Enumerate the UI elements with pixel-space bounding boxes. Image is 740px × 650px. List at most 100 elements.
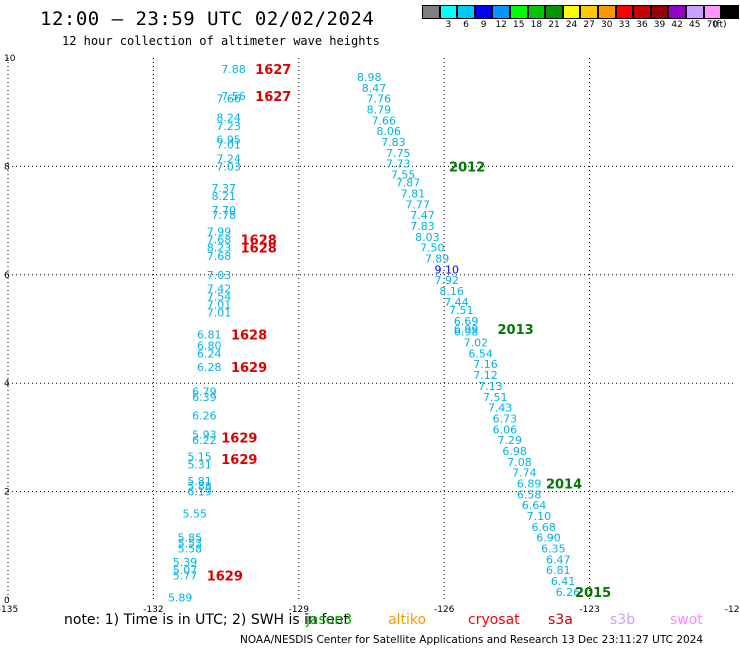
data-label: 6.80: [197, 339, 222, 352]
legend-swatch: [457, 5, 475, 19]
x-tick-label: -123: [579, 605, 599, 615]
data-label: 5.15: [187, 450, 212, 463]
data-label: 6.28: [197, 361, 222, 374]
data-label: 6.79: [192, 385, 217, 398]
data-label: 7.51: [483, 391, 508, 404]
data-label: 5.53: [178, 537, 203, 550]
legend-swatch: [527, 5, 546, 19]
data-label: 5.93: [192, 429, 217, 442]
data-label: 6.22: [192, 434, 217, 447]
data-label: 8.23: [207, 242, 232, 255]
legend-swatch: [650, 5, 669, 19]
x-tick-label: -132: [143, 605, 163, 615]
legend-label: 3: [445, 20, 452, 30]
data-label: 7.01: [207, 299, 232, 312]
data-label: 7.03: [216, 160, 241, 173]
data-label: 5.07: [173, 564, 198, 577]
legend-swatch: [633, 5, 651, 19]
time-label: 1628: [231, 328, 267, 343]
legend-label: 6: [463, 20, 469, 30]
data-label: 8.47: [362, 82, 387, 95]
data-label: 8.03: [415, 231, 440, 244]
data-label: 7.54: [207, 290, 232, 303]
y-tick-label: 2: [4, 488, 10, 498]
legend-label: 45: [688, 20, 701, 30]
legend-swatch: [492, 5, 510, 19]
data-label: 7.42: [207, 282, 232, 295]
data-label: 7.74: [512, 467, 537, 480]
mission-jason3: jason3: [306, 612, 353, 628]
footnote: note: 1) Time is in UTC; 2) SWH is in fe…: [64, 612, 350, 628]
color-legend: [422, 5, 739, 19]
data-label: 7.01: [216, 139, 241, 152]
y-tick-label: 6: [4, 271, 10, 281]
legend-unit: (ft): [713, 20, 727, 30]
data-label: 6.98: [454, 326, 479, 339]
legend-swatch: [597, 5, 616, 19]
data-label: 7.37: [212, 182, 237, 195]
data-label: 7.68: [207, 234, 232, 247]
data-label: 6.39: [192, 391, 217, 404]
data-label: 6.73: [493, 412, 517, 425]
time-label: 1627: [255, 90, 291, 105]
legend-label: 12: [495, 20, 507, 30]
data-label: 7.56: [221, 90, 246, 103]
time-label: 2014: [546, 477, 582, 492]
y-tick-label: 10: [4, 54, 16, 64]
legend-swatch: [545, 5, 563, 19]
data-label: 7.83: [410, 220, 435, 233]
data-label: 6.99: [454, 323, 479, 336]
x-tick-label: -129: [289, 605, 310, 615]
legend-swatch: [474, 5, 493, 19]
legend-swatch: [685, 5, 704, 19]
legend-label: 18: [530, 20, 543, 30]
legend-label: 27: [583, 20, 595, 30]
legend-swatch: [580, 5, 598, 19]
data-label: 7.55: [391, 169, 416, 182]
legend-label: 33: [618, 20, 631, 30]
data-label: 8.16: [439, 285, 464, 298]
data-label: 7.83: [381, 136, 406, 149]
data-label: 7.70: [212, 204, 237, 217]
chart-title: 12:00 – 23:59 UTC 02/02/2024: [40, 8, 375, 30]
data-label: 6.69: [454, 315, 479, 328]
data-label: 8.79: [367, 103, 392, 116]
mission-s3a: s3a: [548, 612, 573, 628]
data-label: 6.26: [556, 586, 581, 599]
data-label: 7.03: [207, 269, 232, 282]
time-label: 2013: [498, 323, 534, 338]
data-label: 7.66: [372, 114, 397, 127]
mission-swot: swot: [670, 612, 703, 628]
data-label: 7.78: [212, 209, 237, 222]
legend-swatch: [439, 5, 458, 19]
y-tick-label: 0: [4, 596, 10, 606]
data-label: 8.24: [216, 112, 241, 125]
data-label: 6.58: [517, 488, 542, 501]
legend-swatch: [509, 5, 528, 19]
data-label: 6.54: [468, 347, 493, 360]
data-label: 7.44: [444, 296, 469, 309]
legend-label: 39: [653, 20, 666, 30]
legend-swatch: [615, 5, 634, 19]
data-label: 7.10: [527, 510, 552, 523]
mission-cryosat: cryosat: [468, 612, 520, 628]
data-label: 7.50: [420, 242, 445, 255]
legend-label: 42: [671, 20, 683, 30]
time-label: 1628: [241, 234, 277, 249]
mission-altiko: altiko: [388, 612, 427, 628]
y-tick-label: 4: [4, 379, 10, 389]
legend-label: 21: [548, 20, 560, 30]
data-label: 7.66: [216, 93, 241, 106]
legend-swatch: [562, 5, 581, 19]
data-label: 6.26: [192, 410, 217, 423]
data-label: 7.99: [207, 225, 232, 238]
data-label: 7.24: [216, 152, 241, 165]
data-label: 7.08: [507, 456, 532, 469]
data-label: 5.77: [173, 570, 198, 583]
time-label: 1629: [221, 431, 257, 446]
legend-label: 36: [636, 20, 648, 30]
data-label: 5.31: [187, 459, 212, 472]
legend-swatch: [668, 5, 686, 19]
legend-labels: 3 6 9 12 15 18 21 24 27 30 33 36 39 42 45 70: [422, 20, 721, 30]
data-label: 7.23: [216, 120, 241, 133]
